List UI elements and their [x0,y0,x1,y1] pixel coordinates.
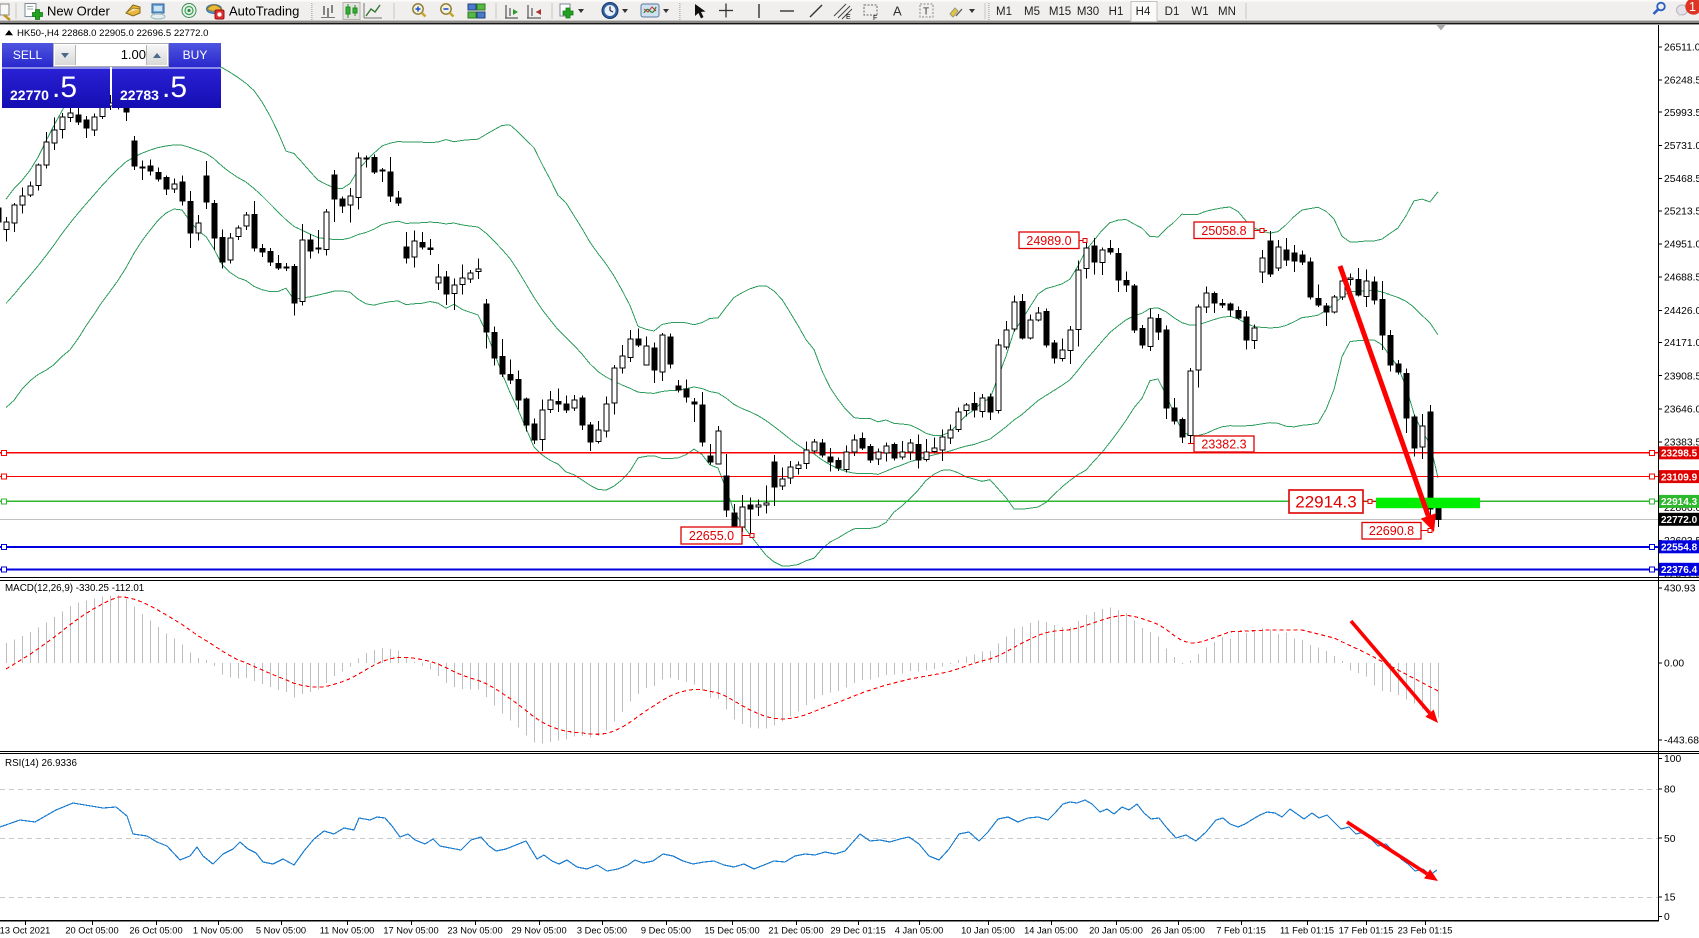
svg-text:50: 50 [1664,834,1676,845]
svg-text:15 Dec 05:00: 15 Dec 05:00 [704,926,759,936]
svg-text:23382.3: 23382.3 [1201,438,1246,452]
svg-text:-443.68: -443.68 [1664,736,1699,747]
svg-text:M30: M30 [1077,6,1099,18]
svg-text:26 Jan 05:00: 26 Jan 05:00 [1151,926,1205,936]
svg-text:M5: M5 [1024,6,1040,18]
svg-text:H1: H1 [1109,6,1124,18]
svg-text:22376.4: 22376.4 [1661,565,1698,576]
svg-text:E: E [846,14,851,21]
svg-text:29 Dec 01:15: 29 Dec 01:15 [830,926,885,936]
svg-text:M15: M15 [1049,6,1071,18]
svg-text:26248.5: 26248.5 [1664,76,1699,87]
svg-text:25993.5: 25993.5 [1664,108,1699,119]
svg-text:0.00: 0.00 [1664,659,1684,670]
svg-text:23 Feb 01:15: 23 Feb 01:15 [1398,926,1453,936]
svg-text:25058.8: 25058.8 [1201,224,1246,238]
svg-text:24989.0: 24989.0 [1026,234,1071,248]
svg-text:23383.5: 23383.5 [1664,438,1699,449]
svg-text:25213.5: 25213.5 [1664,206,1699,217]
svg-text:26511.0: 26511.0 [1664,42,1699,53]
svg-text:22690.8: 22690.8 [1369,524,1414,538]
svg-text:80: 80 [1664,785,1676,796]
svg-text:M1: M1 [996,6,1012,18]
svg-text:RSI(14) 26.9336: RSI(14) 26.9336 [5,758,77,769]
svg-text:23908.5: 23908.5 [1664,371,1699,382]
svg-text:3 Dec 05:00: 3 Dec 05:00 [577,926,627,936]
svg-text:9 Dec 05:00: 9 Dec 05:00 [641,926,691,936]
svg-text:W1: W1 [1191,6,1208,18]
svg-text:HK50-,H4 22868.0 22905.0 2269: HK50-,H4 22868.0 22905.0 22696.5 22772.0 [17,28,209,39]
svg-text:22866.0: 22866.0 [1664,503,1699,514]
svg-text:22554.8: 22554.8 [1661,543,1698,554]
svg-text:22772.0: 22772.0 [1661,515,1698,526]
svg-text:T: T [923,7,929,18]
svg-text:5 Nov 05:00: 5 Nov 05:00 [256,926,306,936]
svg-text:23 Nov 05:00: 23 Nov 05:00 [447,926,502,936]
svg-text:23646.0: 23646.0 [1664,405,1699,416]
svg-text:21 Dec 05:00: 21 Dec 05:00 [768,926,823,936]
svg-text:15: 15 [1664,893,1676,904]
svg-text:H4: H4 [1136,6,1151,18]
svg-text:11 Nov 05:00: 11 Nov 05:00 [320,926,375,936]
svg-text:23109.9: 23109.9 [1661,472,1698,483]
svg-text:24426.0: 24426.0 [1664,306,1699,317]
svg-text:AutoTrading: AutoTrading [229,4,299,19]
svg-text:20 Jan 05:00: 20 Jan 05:00 [1089,926,1143,936]
svg-text:24688.5: 24688.5 [1664,273,1699,284]
svg-text:MACD(12,26,9) -330.25 -112.01: MACD(12,26,9) -330.25 -112.01 [5,583,144,594]
svg-text:29 Nov 05:00: 29 Nov 05:00 [511,926,566,936]
svg-text:1 Nov 05:00: 1 Nov 05:00 [193,926,243,936]
svg-text:13 Oct 2021: 13 Oct 2021 [0,926,50,936]
svg-text:11 Feb 01:15: 11 Feb 01:15 [1280,926,1334,936]
svg-text:25468.5: 25468.5 [1664,174,1699,185]
svg-text:26 Oct 05:00: 26 Oct 05:00 [129,926,182,936]
svg-text:25731.0: 25731.0 [1664,141,1699,152]
svg-text:14 Jan 05:00: 14 Jan 05:00 [1024,926,1078,936]
svg-text:17 Feb 01:15: 17 Feb 01:15 [1339,926,1394,936]
svg-text:23298.5: 23298.5 [1661,449,1698,460]
svg-text:24951.0: 24951.0 [1664,240,1699,251]
svg-text:20 Oct 05:00: 20 Oct 05:00 [65,926,118,936]
svg-text:430.93: 430.93 [1664,584,1696,595]
svg-text:1: 1 [1689,0,1696,14]
svg-text:17 Nov 05:00: 17 Nov 05:00 [383,926,438,936]
svg-text:7 Feb 01:15: 7 Feb 01:15 [1216,926,1266,936]
svg-text:22655.0: 22655.0 [689,529,734,543]
svg-text:MN: MN [1218,6,1236,18]
svg-text:24171.0: 24171.0 [1664,338,1699,349]
svg-text:0: 0 [1664,912,1670,923]
svg-text:22914.3: 22914.3 [1661,497,1698,508]
svg-text:New Order: New Order [47,4,111,19]
svg-text:100: 100 [1664,754,1681,765]
svg-text:22914.3: 22914.3 [1295,493,1356,512]
svg-text:D1: D1 [1165,6,1180,18]
svg-text:F: F [873,15,877,22]
svg-text:A: A [893,4,902,19]
svg-text:4 Jan 05:00: 4 Jan 05:00 [895,926,944,936]
svg-text:10 Jan 05:00: 10 Jan 05:00 [961,926,1015,936]
